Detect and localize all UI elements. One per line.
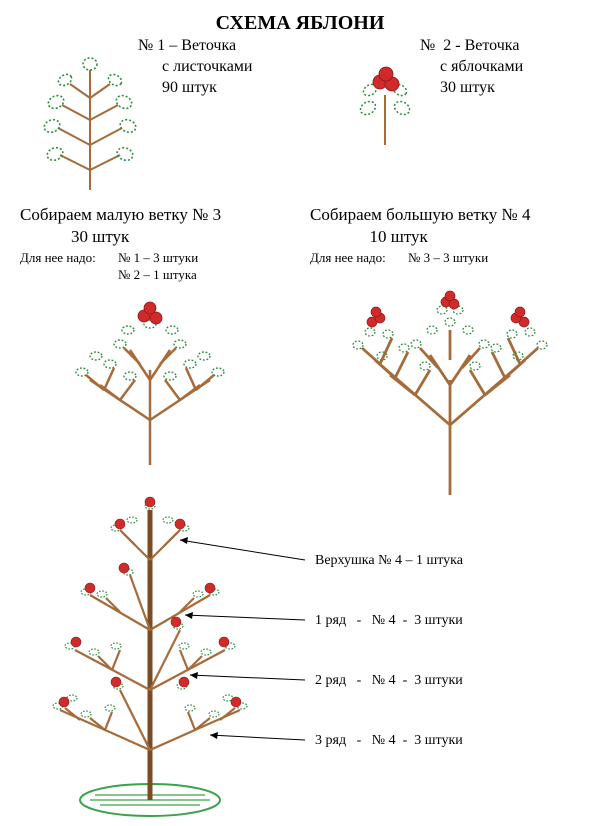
item1-heading: № 1 – Веточка с листочками 90 штук (138, 36, 252, 98)
item1-twig-diagram (30, 50, 150, 200)
tree-pointers (0, 480, 600, 820)
tree-label-row3: 3 ряд - № 4 - 3 штуки (315, 732, 463, 750)
item4-branch-diagram (320, 260, 580, 500)
item3-req-lines: № 1 – 3 штуки № 2 – 1 штука (118, 250, 198, 284)
item3-req-label: Для нее надо: (20, 250, 96, 267)
tree-label-row1: 1 ряд - № 4 - 3 штуки (315, 612, 463, 630)
tree-label-row2: 2 ряд - № 4 - 3 штуки (315, 672, 463, 690)
item3-branch-diagram (40, 280, 260, 470)
item2-twig-diagram (350, 60, 420, 150)
item3-heading: Собираем малую ветку № 3 30 штук (20, 204, 221, 248)
page-title: СХЕМА ЯБЛОНИ (0, 0, 600, 35)
item2-heading: № 2 - Веточка с яблочками 30 штук (420, 36, 523, 98)
item4-heading: Собираем большую ветку № 4 10 штук (310, 204, 531, 248)
tree-label-top: Верхушка № 4 – 1 штука (315, 552, 463, 570)
